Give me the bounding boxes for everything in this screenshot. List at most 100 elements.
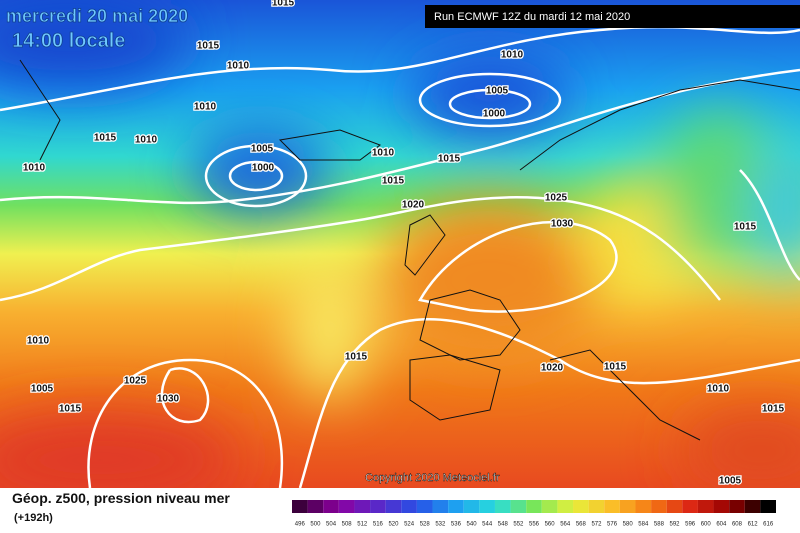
scale-label: 616 [763, 522, 774, 528]
scale-swatch [541, 500, 558, 513]
scale-swatch [760, 500, 776, 513]
scale-swatch [354, 500, 371, 513]
isobar-label: 1015 [94, 133, 117, 144]
isobar-label: 1030 [551, 219, 574, 230]
scale-label: 556 [529, 522, 540, 528]
scale-swatch [401, 500, 417, 513]
scale-label: 528 [420, 522, 431, 528]
isobar-label: 1000 [252, 163, 275, 174]
copyright: Copyright 2020 Meteociel.fr [365, 472, 500, 484]
scale-label: 584 [638, 522, 649, 528]
scale-swatch [588, 500, 605, 513]
scale-label: 532 [435, 522, 446, 528]
scale-swatch [338, 500, 355, 513]
scale-swatch [619, 500, 636, 513]
scale-swatch [697, 500, 714, 513]
isobar-label: 1010 [501, 50, 524, 61]
scale-swatch [682, 500, 698, 513]
isobar-label: 1015 [345, 352, 368, 363]
isobar-label: 1015 [604, 362, 627, 373]
run-box [425, 5, 800, 28]
date: mercredi 20 mai 2020 [6, 6, 188, 26]
scale-label: 564 [560, 522, 571, 528]
scale-label: 576 [607, 522, 618, 528]
scale-label: 512 [357, 522, 368, 528]
isobar-label: 1010 [194, 102, 217, 113]
scale-label: 588 [654, 522, 665, 528]
scale-swatch [526, 500, 542, 513]
scale-swatch [573, 500, 589, 513]
scale-swatch [713, 500, 730, 513]
scale-label: 612 [748, 522, 759, 528]
scale-label: 540 [467, 522, 478, 528]
isobar-label: 1010 [27, 336, 50, 347]
scale-swatch [385, 500, 402, 513]
scale-swatch [604, 500, 620, 513]
scale-label: 496 [295, 522, 306, 528]
isobar-label: 1020 [402, 200, 425, 211]
scale-label: 552 [513, 522, 524, 528]
isobars [0, 25, 800, 488]
color-scale: 496 500 504 508 512 516 520 524 528 532 536 540 544 5… [292, 500, 776, 528]
scale-swatch [666, 500, 683, 513]
scale-label: 544 [482, 522, 493, 528]
scale-label: 500 [310, 522, 321, 528]
isobar-label: 1005 [251, 144, 274, 155]
scale-label: 536 [451, 522, 462, 528]
time: 14:00 locale [12, 30, 125, 52]
isobar-label: 1010 [135, 135, 158, 146]
scale-label: 560 [545, 522, 556, 528]
isobar-label: 1010 [372, 148, 395, 159]
scale-label: 608 [732, 522, 743, 528]
scale-label: 548 [498, 522, 509, 528]
isobar-label: 1015 [438, 154, 461, 165]
scale-swatch [292, 500, 308, 513]
scale-swatch [744, 500, 761, 513]
scale-swatch [307, 500, 324, 513]
scale-swatch [463, 500, 480, 513]
scale-label: 604 [716, 522, 727, 528]
isobar-label: 1030 [157, 394, 180, 405]
scale-swatch [370, 500, 386, 513]
scale-swatch [323, 500, 339, 513]
scale-label: 596 [685, 522, 696, 528]
isobar-label: 1010 [23, 163, 46, 174]
scale-label: 524 [404, 522, 415, 528]
scale-label: 572 [591, 522, 602, 528]
scale-swatch [635, 500, 652, 513]
legend-title: Géop. z500, pression niveau mer [12, 490, 230, 506]
scale-label: 504 [326, 522, 337, 528]
map-field: 1015 1015 1010 1010 1015 1010 1010 1005 1000 1010… [0, 0, 800, 488]
isobar-label: 1005 [719, 476, 742, 487]
isobar-label: 1000 [483, 109, 506, 120]
isobar-label: 1010 [227, 61, 250, 72]
scale-swatch [557, 500, 574, 513]
scale-swatch [494, 500, 511, 513]
isobar-label: 1025 [124, 376, 147, 387]
isobar-label: 1005 [31, 384, 54, 395]
isobar-label: 1025 [545, 193, 568, 204]
scale-label: 516 [373, 522, 384, 528]
scale-label: 580 [623, 522, 634, 528]
isobar-label: 1015 [382, 176, 405, 187]
scale-swatch [448, 500, 464, 513]
isobar-label: 1015 [197, 41, 220, 52]
isobar-label: 1020 [541, 363, 564, 374]
isobar-label: 1015 [272, 0, 295, 9]
scale-label: 520 [388, 522, 399, 528]
lead-time: (+192h) [14, 512, 53, 524]
scale-swatch [432, 500, 449, 513]
scale-swatch [416, 500, 433, 513]
scale-swatch [479, 500, 495, 513]
isobar-label: 1015 [734, 222, 757, 233]
isobar-label: 1005 [486, 86, 509, 97]
scale-swatch [729, 500, 745, 513]
scale-swatch [651, 500, 667, 513]
isobar-labels: 1015 1015 1010 1010 1015 1010 1010 1005 1000 1010… [22, 0, 786, 488]
scale-label: 592 [670, 522, 681, 528]
isobar-label: 1015 [59, 404, 82, 415]
scale-label: 508 [342, 522, 353, 528]
scale-label: 568 [576, 522, 587, 528]
isobar-label: 1010 [707, 384, 730, 395]
